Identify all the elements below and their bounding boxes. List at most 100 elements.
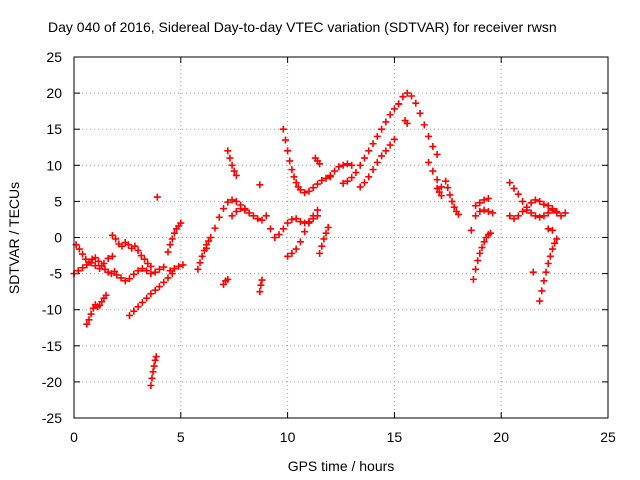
data-point bbox=[472, 212, 480, 220]
data-point bbox=[215, 213, 223, 221]
data-point bbox=[510, 184, 518, 192]
series-arc-38 bbox=[529, 268, 537, 276]
data-point bbox=[147, 382, 155, 390]
data-point bbox=[454, 210, 462, 218]
data-point bbox=[425, 158, 433, 166]
data-point bbox=[254, 215, 262, 223]
data-point bbox=[207, 234, 215, 241]
data-point bbox=[108, 231, 116, 239]
y-tick-label: -20 bbox=[42, 374, 62, 390]
data-point bbox=[403, 119, 411, 127]
data-point bbox=[450, 203, 458, 211]
series-arc-07 bbox=[147, 353, 160, 390]
data-point bbox=[205, 237, 213, 245]
data-point bbox=[395, 100, 403, 108]
data-point bbox=[487, 229, 495, 237]
data-point bbox=[489, 209, 497, 217]
data-point bbox=[143, 267, 151, 275]
data-points bbox=[70, 89, 569, 390]
data-point bbox=[149, 368, 157, 376]
data-point bbox=[91, 254, 99, 262]
series-arc-34 bbox=[472, 195, 492, 210]
data-point bbox=[271, 234, 279, 241]
data-point bbox=[444, 184, 452, 192]
data-point bbox=[476, 249, 484, 257]
data-point bbox=[369, 140, 377, 148]
data-point bbox=[527, 209, 535, 217]
data-point bbox=[478, 244, 486, 252]
data-point bbox=[140, 255, 148, 263]
y-tick-label: 0 bbox=[54, 230, 62, 246]
data-point bbox=[177, 219, 185, 227]
data-point bbox=[548, 226, 556, 234]
data-point bbox=[476, 208, 484, 216]
x-tick-label: 25 bbox=[600, 429, 616, 445]
data-point bbox=[104, 268, 112, 276]
data-point bbox=[390, 135, 398, 143]
data-point bbox=[134, 246, 142, 254]
series-arc-22 bbox=[311, 154, 324, 168]
data-point bbox=[403, 89, 411, 97]
data-point bbox=[322, 229, 330, 237]
data-point bbox=[407, 92, 415, 100]
data-point bbox=[126, 275, 134, 283]
series-arc-19 bbox=[279, 125, 334, 197]
plot-frame bbox=[73, 56, 609, 419]
x-tick-label: 10 bbox=[280, 429, 296, 445]
data-point bbox=[258, 216, 266, 224]
data-point bbox=[153, 193, 161, 201]
data-point bbox=[412, 99, 420, 107]
data-point bbox=[267, 225, 275, 233]
data-point bbox=[292, 179, 300, 187]
data-point bbox=[85, 316, 93, 324]
y-axis-label: SDTVAR / TECUs bbox=[6, 182, 22, 294]
data-point bbox=[296, 186, 304, 194]
series-arc-15 bbox=[228, 205, 266, 224]
data-point bbox=[314, 212, 322, 220]
data-point bbox=[510, 215, 518, 223]
data-point bbox=[166, 267, 174, 275]
series-arc-02 bbox=[72, 241, 119, 278]
data-point bbox=[224, 147, 232, 155]
data-point bbox=[151, 286, 159, 294]
data-point bbox=[198, 252, 206, 260]
data-point bbox=[378, 152, 386, 160]
data-point bbox=[281, 136, 289, 144]
data-point bbox=[544, 225, 552, 233]
data-point bbox=[296, 218, 304, 226]
data-point bbox=[348, 174, 356, 182]
data-point bbox=[152, 353, 160, 361]
data-point bbox=[138, 298, 146, 306]
x-tick-label: 20 bbox=[493, 429, 509, 445]
data-point bbox=[150, 362, 158, 370]
series-arc-05 bbox=[113, 263, 168, 285]
data-point bbox=[164, 248, 172, 256]
data-point bbox=[390, 105, 398, 113]
data-point bbox=[318, 176, 326, 184]
data-point bbox=[113, 271, 121, 279]
series-arc-06 bbox=[126, 270, 176, 319]
y-tick-label: -25 bbox=[42, 410, 62, 426]
x-tick-label: 0 bbox=[70, 429, 78, 445]
chart-title: Day 040 of 2016, Sidereal Day-to-day VTE… bbox=[48, 19, 557, 35]
data-point bbox=[279, 125, 287, 133]
data-point bbox=[316, 160, 324, 168]
data-point bbox=[104, 254, 112, 262]
data-point bbox=[284, 252, 292, 260]
data-point bbox=[540, 277, 548, 285]
data-point bbox=[519, 208, 527, 216]
data-point bbox=[147, 262, 155, 270]
data-point bbox=[480, 206, 488, 214]
data-point bbox=[256, 288, 264, 296]
data-point bbox=[429, 167, 437, 175]
series-arc-29 bbox=[425, 158, 445, 191]
data-point bbox=[416, 109, 424, 117]
data-point bbox=[433, 176, 441, 184]
data-point bbox=[484, 208, 492, 216]
data-point bbox=[79, 250, 87, 258]
data-point bbox=[369, 166, 377, 174]
data-point bbox=[88, 255, 96, 263]
data-point bbox=[228, 161, 236, 169]
data-point bbox=[322, 174, 330, 182]
